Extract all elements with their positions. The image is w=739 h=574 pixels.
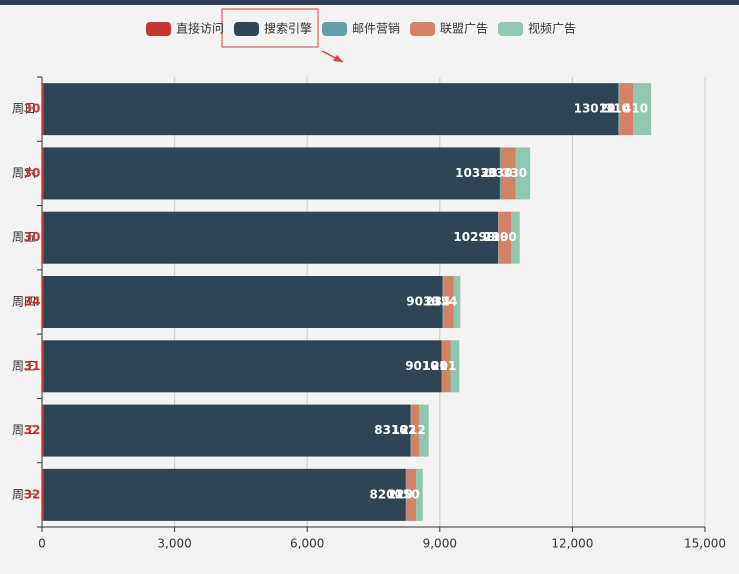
data-label: 10290 — [453, 230, 495, 244]
bar-segment — [42, 276, 44, 328]
data-label: 410 — [623, 102, 648, 116]
data-label: 220 — [388, 487, 413, 501]
bar-segment — [618, 83, 620, 136]
legend-label: 视频广告 — [528, 21, 576, 36]
legend-icon — [410, 22, 435, 36]
data-label: 8310 — [374, 423, 407, 437]
legend-icon — [498, 22, 523, 36]
bar-segment — [419, 404, 429, 457]
y-tick-label: 周一 — [12, 487, 36, 501]
data-label: 9030 — [406, 295, 439, 309]
data-label: 13 — [424, 295, 441, 309]
data-label: 30 — [24, 166, 41, 180]
data-label: 182 — [391, 423, 416, 437]
data-label: 154 — [432, 295, 457, 309]
bar-segment — [42, 404, 44, 457]
bar-segment — [411, 404, 420, 457]
bar-segment — [405, 468, 407, 521]
data-label: 10 — [422, 359, 439, 373]
bar-segment — [42, 340, 44, 393]
x-tick-label: 12,000 — [551, 537, 593, 551]
bar-segment — [443, 276, 454, 328]
bar-segment — [515, 147, 531, 200]
data-label: 9010 — [405, 359, 438, 373]
x-tick-label: 0 — [38, 537, 46, 551]
data-label: 330 — [502, 166, 527, 180]
bar-segment — [442, 340, 451, 393]
data-label: 21 — [600, 102, 617, 116]
legend-icon — [322, 22, 347, 36]
data-label: 190 — [492, 230, 517, 244]
bar-segment — [410, 404, 412, 457]
data-label: 13010 — [574, 102, 616, 116]
legend-label: 邮件营销 — [352, 22, 400, 36]
y-tick-label: 周五 — [12, 230, 36, 244]
y-tick-label: 周二 — [12, 423, 36, 437]
data-label: 201 — [431, 359, 456, 373]
bar-segment — [42, 468, 44, 521]
bar-segment — [42, 147, 44, 200]
legend-icon — [146, 22, 171, 36]
data-label: 32 — [24, 423, 41, 437]
bar-segment — [498, 211, 512, 264]
data-label: 8200 — [369, 487, 402, 501]
data-label: 234 — [425, 295, 450, 309]
bar-segment — [511, 211, 520, 264]
data-label: 290 — [483, 230, 508, 244]
bar-segment — [43, 468, 406, 521]
x-tick-label: 6,000 — [290, 537, 324, 551]
arrow-head — [333, 55, 343, 62]
bar-segment — [500, 147, 516, 200]
legend-label: 联盟广告 — [440, 22, 488, 36]
x-tick-label: 3,000 — [157, 537, 191, 551]
y-tick-label: 周三 — [12, 359, 36, 373]
bar-segment — [406, 468, 417, 521]
data-label: 191 — [422, 359, 447, 373]
bar-segment — [43, 211, 499, 264]
data-label: 330 — [487, 166, 512, 180]
bar-segment — [416, 468, 423, 521]
data-label: 9 — [487, 230, 495, 244]
data-label: 310 — [605, 102, 630, 116]
x-tick-label: 9,000 — [423, 537, 457, 551]
bar-segment — [43, 340, 442, 393]
y-tick-label: 周日 — [12, 102, 36, 116]
highlight-box — [221, 8, 319, 48]
data-label: 23 — [481, 166, 498, 180]
bar-segment — [43, 83, 619, 136]
top-strip — [0, 0, 739, 5]
bar-segment — [43, 147, 500, 200]
data-label: 10330 — [455, 166, 497, 180]
data-label: 32 — [24, 487, 41, 501]
data-label: 212 — [401, 423, 426, 437]
bar-segment — [42, 211, 44, 264]
bar-segment — [450, 340, 460, 393]
data-label: 30 — [24, 230, 41, 244]
legend-label: 直接访问 — [176, 21, 224, 36]
legend-label: 搜索引擎 — [264, 21, 312, 36]
bar-segment — [42, 83, 44, 136]
bar-segment — [442, 276, 444, 328]
y-tick-label: 周六 — [12, 166, 36, 180]
bar-segment — [619, 83, 633, 136]
bar-segment — [43, 276, 443, 328]
data-label: 31 — [24, 359, 41, 373]
data-label: 12 — [387, 487, 404, 501]
bar-segment — [43, 404, 411, 457]
legend-icon — [234, 22, 259, 36]
data-label: 30 — [24, 102, 41, 116]
y-tick-label: 周四 — [12, 295, 36, 309]
data-label: 150 — [395, 487, 420, 501]
bar-segment — [499, 147, 501, 200]
x-tick-label: 15,000 — [684, 537, 726, 551]
data-label: 34 — [24, 295, 41, 309]
bar-segment — [453, 276, 461, 328]
data-label: 13 — [392, 423, 409, 437]
bar-segment — [632, 83, 652, 136]
